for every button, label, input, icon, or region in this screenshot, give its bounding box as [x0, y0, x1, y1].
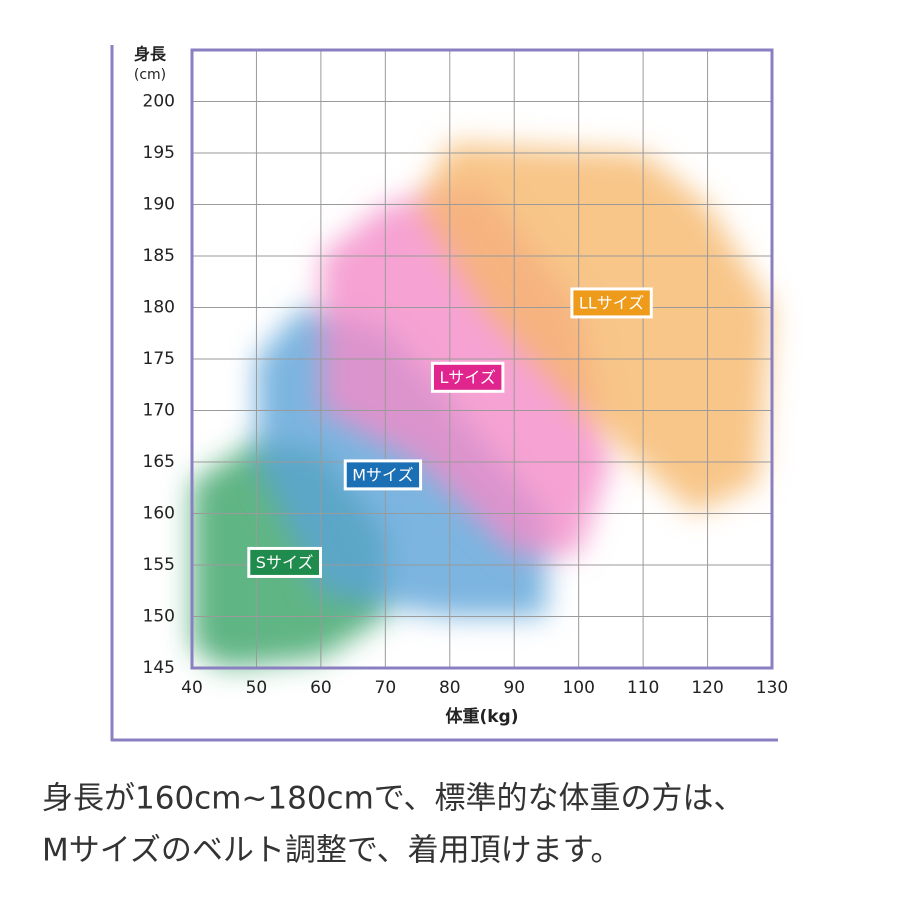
region-name: Lサイズ [439, 368, 495, 387]
label-box [247, 546, 322, 578]
label-box [343, 459, 423, 491]
y-tick-label: 145 [143, 658, 175, 678]
x-tick-label: 80 [439, 678, 461, 698]
y-tick-label: 180 [143, 298, 175, 318]
y-axis-unit: (cm) [134, 67, 166, 83]
y-tick-label: 170 [143, 401, 175, 421]
y-tick-label: 155 [143, 555, 175, 575]
x-tick-label: 120 [691, 678, 723, 698]
x-tick-label: 110 [627, 678, 659, 698]
label-box [570, 287, 653, 319]
y-tick-label: 195 [143, 143, 175, 163]
plot-frame [190, 48, 774, 670]
region-label: Sサイズ [247, 546, 322, 578]
y-tick-label: 190 [143, 195, 175, 215]
x-tick-label: 50 [246, 678, 268, 698]
caption-line: Mサイズのベルト調整で、着用頂けます。 [42, 833, 621, 869]
caption-line: 身長が160cm~180cmで、標準的な体重の方は、 [42, 781, 745, 817]
x-tick-label: 130 [756, 678, 788, 698]
region-label: LLサイズ [570, 287, 653, 319]
y-tick-label: 165 [143, 452, 175, 472]
x-tick-label: 60 [310, 678, 332, 698]
y-axis-title: 身長 [134, 45, 167, 64]
region-name: Sサイズ [256, 553, 314, 572]
y-tick-label: 160 [143, 504, 175, 524]
label-box [430, 361, 505, 393]
region-name: Mサイズ [352, 465, 413, 484]
x-tick-label: 90 [503, 678, 525, 698]
x-tick-label: 70 [375, 678, 397, 698]
x-tick-label: 40 [181, 678, 203, 698]
y-tick-label: 150 [143, 607, 175, 627]
x-tick-label: 100 [562, 678, 594, 698]
y-tick-label: 200 [143, 92, 175, 112]
x-axis-title: 体重(kg) [445, 706, 518, 727]
y-tick-label: 185 [143, 246, 175, 266]
region-label: Mサイズ [343, 459, 423, 491]
size-region [417, 142, 772, 514]
region-name: LLサイズ [579, 293, 644, 312]
region-label: Lサイズ [430, 361, 505, 393]
y-tick-label: 175 [143, 349, 175, 369]
